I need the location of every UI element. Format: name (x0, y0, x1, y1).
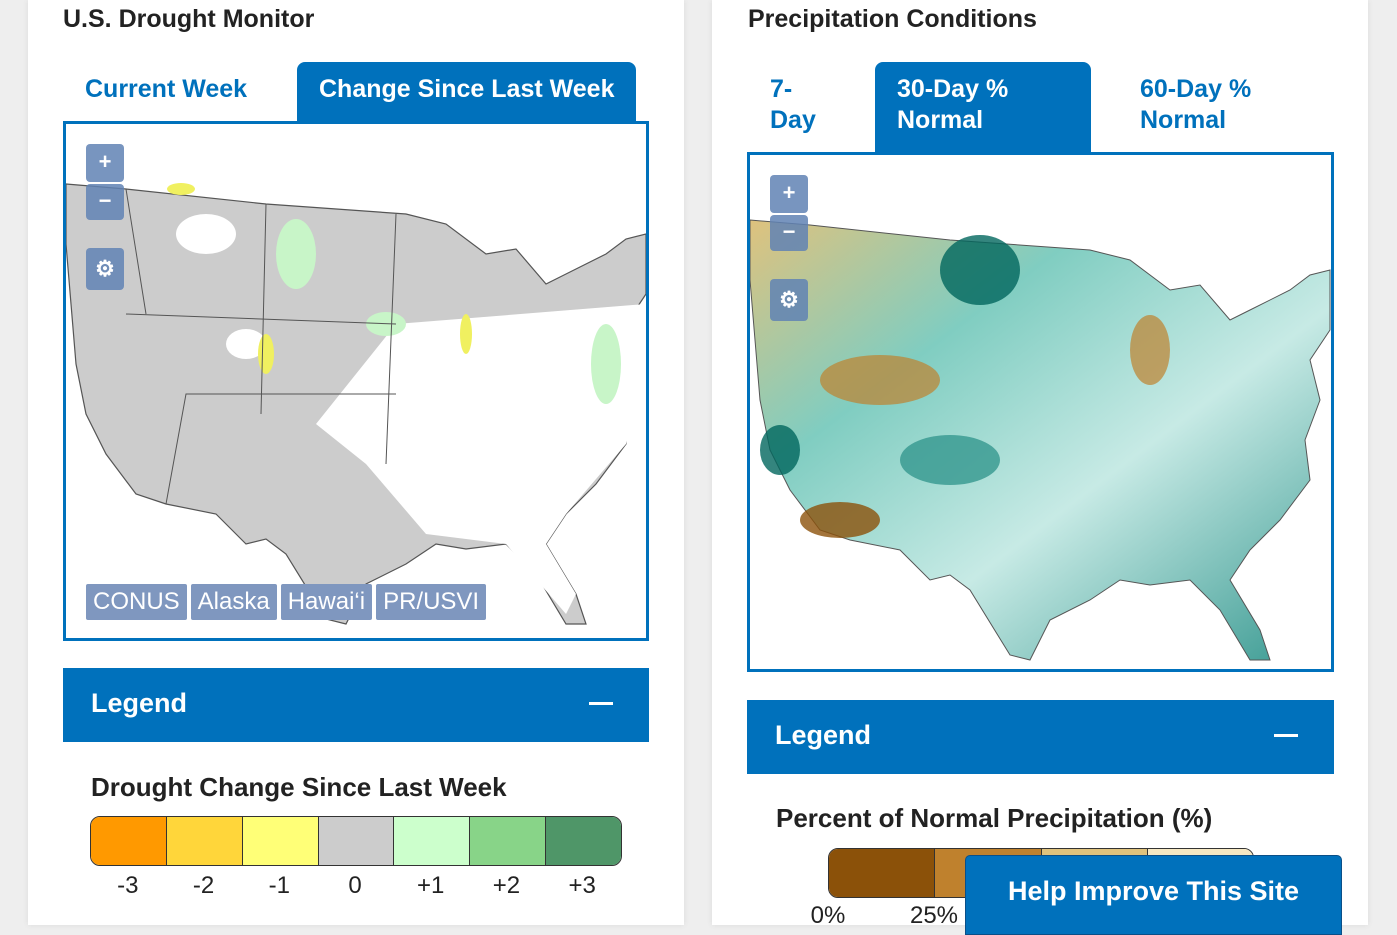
reset-view-icon[interactable]: ⚙ (86, 248, 124, 290)
scale-swatch (91, 817, 167, 865)
precipitation-map[interactable]: + − ⚙ (747, 152, 1334, 672)
tab-60-day[interactable]: 60-Day % Normal (1140, 75, 1252, 134)
tab-change-since-last-week[interactable]: Change Since Last Week (297, 62, 637, 123)
tick-label: +3 (568, 872, 596, 899)
us-precip-map (750, 219, 1331, 661)
zoom-out-button[interactable]: − (86, 184, 124, 220)
tick-label: 0% (810, 902, 846, 929)
tab-7-day[interactable]: 7-Day (770, 75, 816, 134)
region-alaska[interactable]: Alaska (190, 584, 277, 620)
precipitation-card: Precipitation Conditions 7-Day 30-Day % … (712, 0, 1368, 929)
scale-swatch (242, 817, 319, 865)
us-drought-map (66, 183, 646, 625)
collapse-icon (589, 702, 613, 705)
legend-title: Percent of Normal Precipitation (%) (776, 803, 1213, 833)
scale-swatch (546, 817, 621, 865)
card-title: U.S. Drought Monitor (63, 5, 315, 33)
card-title: Precipitation Conditions (748, 5, 1037, 33)
drought-scale (90, 816, 622, 866)
legend-title: Drought Change Since Last Week (91, 772, 507, 802)
legend-label: Legend (775, 720, 872, 750)
scale-swatch (470, 817, 547, 865)
region-buttons: CONUS Alaska Hawai‘i PR/USVI (86, 584, 490, 620)
tick-label: 25% (909, 902, 959, 929)
tick-label: 0 (348, 872, 362, 899)
tick-label: -2 (192, 872, 215, 899)
zoom-in-button[interactable]: + (86, 144, 124, 182)
help-improve-button[interactable]: Help Improve This Site (965, 855, 1342, 935)
reset-view-icon[interactable]: ⚙ (770, 279, 808, 321)
zoom-in-button[interactable]: + (770, 175, 808, 213)
region-hawaii[interactable]: Hawai‘i (280, 584, 373, 620)
tab-current-week[interactable]: Current Week (85, 75, 248, 103)
tick-label: -3 (117, 872, 139, 899)
region-pr-usvi[interactable]: PR/USVI (376, 584, 487, 620)
tick-label: -1 (268, 872, 290, 899)
tab-30-day[interactable]: 30-Day % Normal (875, 62, 1091, 155)
legend-label: Legend (91, 688, 188, 718)
zoom-out-button[interactable]: − (770, 215, 808, 251)
collapse-icon (1274, 734, 1298, 737)
region-conus[interactable]: CONUS (86, 584, 187, 620)
drought-map[interactable]: + − ⚙ CONUS Alaska Hawai‘i PR/USVI (63, 121, 649, 641)
scale-swatch (318, 817, 395, 865)
scale-swatch (166, 817, 243, 865)
legend-toggle[interactable]: Legend (63, 668, 649, 742)
tick-label: +2 (492, 872, 521, 899)
tick-label: +1 (417, 872, 445, 899)
scale-swatch (829, 849, 936, 897)
drought-monitor-card: U.S. Drought Monitor Current Week Change… (28, 0, 684, 925)
legend-toggle[interactable]: Legend (747, 700, 1334, 774)
scale-swatch (394, 817, 471, 865)
